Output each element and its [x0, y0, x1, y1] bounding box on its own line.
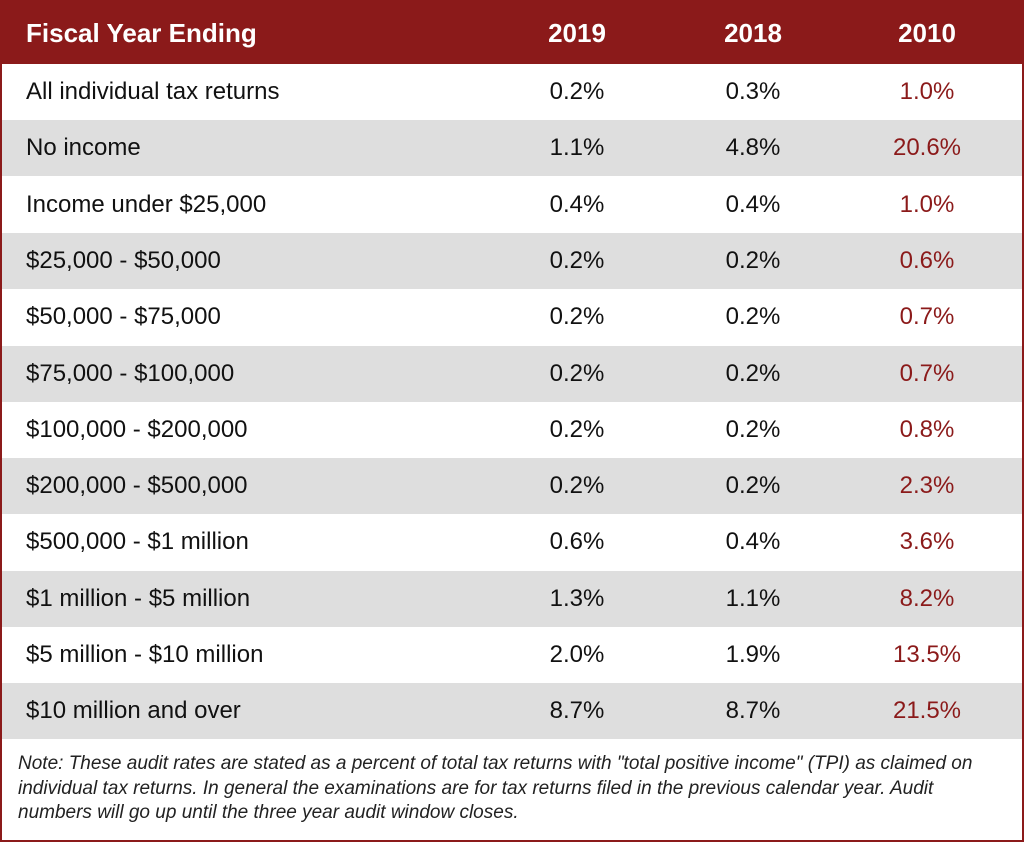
value-2010: 0.8% — [899, 415, 955, 443]
value-2019: 1.3% — [549, 584, 605, 612]
table-note: Note: These audit rates are stated as a … — [18, 753, 973, 823]
header-fiscal-year-ending: Fiscal Year Ending — [26, 17, 257, 48]
table-row: Income under $25,000 0.4% 0.4% 1.0% — [2, 177, 1022, 233]
row-label: All individual tax returns — [26, 78, 280, 105]
value-2018: 0.2% — [725, 246, 781, 274]
table-row: All individual tax returns 0.2% 0.3% 1.0% — [2, 64, 1022, 120]
table-row: $75,000 - $100,000 0.2% 0.2% 0.7% — [2, 345, 1022, 402]
value-2010: 0.7% — [899, 359, 955, 387]
row-label: $50,000 - $75,000 — [26, 303, 221, 331]
table-row: $100,000 - $200,000 0.2% 0.2% 0.8% — [2, 402, 1022, 458]
table-row: $500,000 - $1 million 0.6% 0.4% 3.6% — [2, 514, 1022, 570]
value-2019: 0.2% — [549, 472, 605, 500]
value-2019: 0.2% — [549, 359, 605, 387]
value-2010: 1.0% — [899, 190, 955, 218]
table-row: $25,000 - $50,000 0.2% 0.2% 0.6% — [2, 232, 1022, 289]
table-row: No income 1.1% 4.8% 20.6% — [2, 120, 1022, 177]
value-2018: 1.1% — [725, 584, 781, 612]
header-2010: 2010 — [898, 17, 956, 48]
value-2018: 0.2% — [725, 472, 781, 500]
header-2019: 2019 — [548, 17, 606, 48]
value-2019: 0.2% — [549, 78, 605, 105]
value-2018: 8.7% — [725, 697, 781, 725]
value-2010: 0.7% — [899, 303, 955, 331]
row-label: $100,000 - $200,000 — [26, 415, 248, 443]
value-2010: 8.2% — [899, 584, 955, 612]
table-row: $50,000 - $75,000 0.2% 0.2% 0.7% — [2, 289, 1022, 345]
value-2018: 0.2% — [725, 303, 781, 331]
value-2019: 1.1% — [549, 134, 605, 162]
value-2019: 2.0% — [549, 641, 605, 668]
value-2018: 0.4% — [725, 190, 781, 218]
row-label: $200,000 - $500,000 — [26, 472, 248, 500]
value-2018: 1.9% — [725, 641, 781, 668]
value-2018: 0.3% — [725, 78, 781, 105]
row-label: $1 million - $5 million — [26, 584, 251, 612]
value-2010: 2.3% — [899, 472, 955, 500]
row-label: No income — [26, 134, 141, 162]
row-label: $5 million - $10 million — [26, 641, 264, 668]
row-label: $25,000 - $50,000 — [26, 246, 221, 274]
value-2018: 0.2% — [725, 415, 781, 443]
value-2019: 0.2% — [549, 303, 605, 331]
table-header: Fiscal Year Ending 2019 2018 2010 — [2, 2, 1022, 64]
table-row: $5 million - $10 million 2.0% 1.9% 13.5% — [2, 627, 1022, 683]
value-2018: 4.8% — [725, 134, 781, 162]
table-row: $10 million and over 8.7% 8.7% 21.5% — [2, 683, 1022, 740]
table-row: $200,000 - $500,000 0.2% 0.2% 2.3% — [2, 458, 1022, 515]
row-label: $10 million and over — [26, 697, 241, 725]
value-2019: 8.7% — [549, 697, 605, 725]
value-2010: 20.6% — [892, 134, 962, 162]
value-2010: 3.6% — [899, 528, 955, 556]
row-label: $75,000 - $100,000 — [26, 359, 235, 387]
value-2019: 0.2% — [549, 246, 605, 274]
value-2018: 0.2% — [725, 359, 781, 387]
value-2010: 21.5% — [892, 697, 962, 725]
row-label: Income under $25,000 — [26, 190, 267, 218]
table-row: $1 million - $5 million 1.3% 1.1% 8.2% — [2, 570, 1022, 627]
value-2018: 0.4% — [725, 528, 781, 556]
row-label: $500,000 - $1 million — [26, 528, 249, 556]
value-2010: 0.6% — [899, 246, 955, 274]
value-2010: 1.0% — [899, 78, 955, 105]
value-2019: 0.4% — [549, 190, 605, 218]
value-2019: 0.2% — [549, 415, 605, 443]
value-2019: 0.6% — [549, 528, 605, 556]
value-2010: 13.5% — [892, 641, 962, 668]
header-2018: 2018 — [724, 17, 782, 48]
